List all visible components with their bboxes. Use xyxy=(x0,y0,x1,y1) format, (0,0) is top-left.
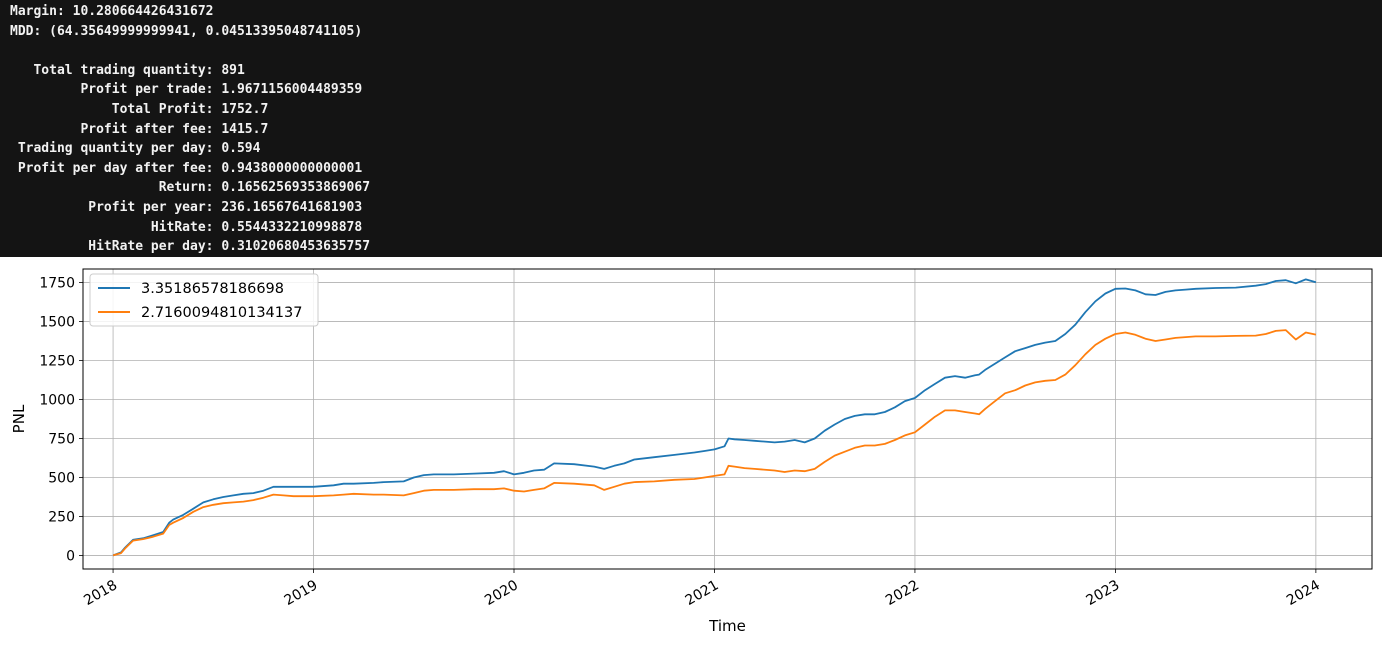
stats-block: Total trading quantity: 891 Profit per t… xyxy=(10,61,1382,257)
stat-value: 0.16562569353869067 xyxy=(221,180,371,196)
stat-value: 891 xyxy=(221,62,245,78)
stat-label: Return: xyxy=(10,180,222,196)
x-tick-label: 2024 xyxy=(1284,577,1323,609)
y-tick-label: 1000 xyxy=(39,393,75,409)
series-line-blue xyxy=(112,278,1317,557)
stat-label: Total trading quantity: xyxy=(10,62,222,78)
series-line-orange xyxy=(112,329,1317,557)
stat-value: 1415.7 xyxy=(221,121,269,137)
stat-line: Profit per day after fee: 0.943800000000… xyxy=(10,159,1382,179)
legend-entry: 3.35186578186698 xyxy=(141,281,284,297)
stat-line: Profit per year: 236.16567641681903 xyxy=(10,198,1382,218)
x-tick-label: 2020 xyxy=(482,577,521,609)
y-axis-label: PNL xyxy=(10,404,28,433)
stat-line: Return: 0.16562569353869067 xyxy=(10,178,1382,198)
y-tick-label: 1500 xyxy=(39,315,75,331)
y-tick-label: 0 xyxy=(66,548,75,564)
stat-line: Total Profit: 1752.7 xyxy=(10,100,1382,120)
stat-value: 236.16567641681903 xyxy=(221,199,363,215)
pnl-chart: 0 250 500 750 1000 1250 1500 1750 2018 2019 2020 20… xyxy=(0,257,1382,644)
stat-value: 0.5544332210998878 xyxy=(221,219,363,235)
x-tick-label: 2022 xyxy=(883,577,922,609)
stat-value: 0.31020680453635757 xyxy=(221,239,371,255)
x-tick-label: 2018 xyxy=(81,577,120,609)
y-tick-label: 250 xyxy=(48,509,75,525)
blank-line xyxy=(10,41,1382,61)
stat-value: 0.594 xyxy=(221,141,261,157)
x-tick-label: 2021 xyxy=(683,577,722,609)
y-tick-label: 1750 xyxy=(39,276,75,292)
y-tick-label: 750 xyxy=(48,431,75,447)
stat-label: Trading quantity per day: xyxy=(10,141,222,157)
x-axis-label: Time xyxy=(708,617,746,635)
plot-frame xyxy=(82,268,1373,570)
stat-value: 0.9438000000000001 xyxy=(221,160,363,176)
stat-value: 1.9671156004489359 xyxy=(221,82,363,98)
stat-label: HitRate: xyxy=(10,219,222,235)
stat-value: 1752.7 xyxy=(221,101,269,117)
y-tick-label: 500 xyxy=(48,470,75,486)
stat-line: Total trading quantity: 891 xyxy=(10,61,1382,81)
stat-label: Profit per day after fee: xyxy=(10,160,222,176)
margin-line: Margin: 10.280664426431672 xyxy=(10,4,214,19)
console-output: Margin: 10.280664426431672 MDD: (64.3564… xyxy=(0,0,1382,257)
legend-entry: 2.7160094810134137 xyxy=(141,305,302,321)
stat-line: HitRate: 0.5544332210998878 xyxy=(10,218,1382,238)
mdd-line: MDD: (64.35649999999941, 0.0451339504874… xyxy=(10,23,363,39)
chart-svg: 0 250 500 750 1000 1250 1500 1750 2018 2019 2020 20… xyxy=(10,268,1373,635)
stat-label: HitRate per day: xyxy=(10,239,222,255)
x-tick-label: 2019 xyxy=(282,577,321,609)
stat-line: Profit per trade: 1.9671156004489359 xyxy=(10,80,1382,100)
y-tick-label: 1250 xyxy=(39,354,75,370)
stat-line: Profit after fee: 1415.7 xyxy=(10,120,1382,140)
stat-label: Profit per year: xyxy=(10,199,222,215)
stat-label: Profit per trade: xyxy=(10,82,222,98)
stat-line: HitRate per day: 0.31020680453635757 xyxy=(10,237,1382,257)
stat-label: Profit after fee: xyxy=(10,121,222,137)
legend-box xyxy=(89,273,319,327)
stat-line: Trading quantity per day: 0.594 xyxy=(10,139,1382,159)
stat-label: Total Profit: xyxy=(10,101,222,117)
x-tick-label: 2023 xyxy=(1084,577,1123,609)
